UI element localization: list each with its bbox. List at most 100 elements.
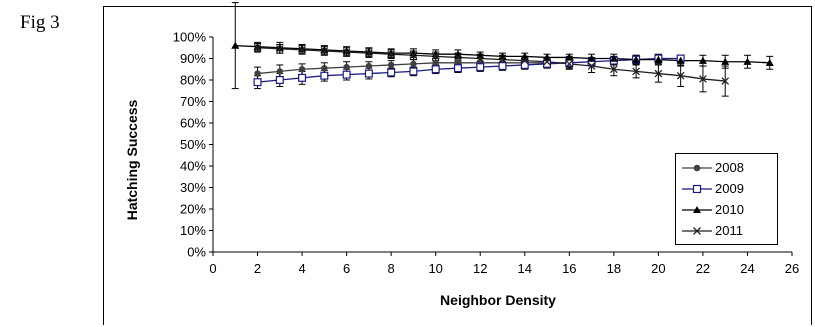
series-2011-point — [609, 65, 618, 74]
legend-label-2010: 2010 — [715, 202, 744, 217]
series-2010-point — [364, 48, 373, 56]
y-tick-label: 70% — [180, 94, 206, 109]
series-2011-point — [409, 51, 418, 60]
series-2010-point — [231, 41, 240, 49]
series-2011-point — [498, 55, 507, 64]
series-2011-point — [676, 71, 685, 80]
series-2010-point — [342, 46, 351, 55]
legend-label-2008: 2008 — [715, 160, 744, 175]
series-2009-point — [431, 65, 440, 74]
series-2011-point — [320, 47, 329, 55]
series-2011-point — [298, 46, 306, 54]
series-2010-point — [632, 55, 641, 63]
series-2010-point — [698, 56, 707, 64]
y-tick-label: 20% — [180, 202, 206, 217]
legend-item-2011: 2011 — [682, 221, 777, 241]
series-2011-point — [721, 77, 730, 85]
x-tick-label: 0 — [209, 261, 216, 276]
series-2010-point — [253, 42, 262, 50]
chart-legend: 2008 2009 2010 2011 — [675, 153, 778, 245]
series-2008-point — [365, 62, 373, 70]
series-2010-point — [275, 43, 284, 51]
series-2008-point — [432, 59, 439, 66]
series-2009-point — [253, 78, 262, 87]
y-tick-label: 100% — [173, 30, 207, 45]
series-2011-point — [431, 52, 440, 61]
series-2008-point — [321, 64, 328, 72]
series-2011-point — [543, 57, 551, 66]
y-tick-label: 90% — [180, 51, 206, 66]
legend-swatch-2008 — [682, 164, 712, 172]
series-2011-point — [476, 54, 485, 63]
x-tick-label: 22 — [696, 261, 710, 276]
legend-item-2010: 2010 — [682, 200, 777, 220]
series-2010-point — [409, 49, 418, 57]
series-2010-point — [743, 57, 752, 65]
series-2009-point — [453, 64, 462, 73]
series-2009-point — [409, 67, 418, 76]
series-2008-point — [254, 70, 261, 77]
x-axis-label: Neighbor Density — [440, 292, 556, 308]
series-2011-line — [257, 47, 726, 82]
series-2010-point — [387, 49, 396, 57]
x-tick-label: 12 — [473, 261, 487, 276]
x-tick-label: 6 — [343, 261, 350, 276]
y-tick-label: 30% — [180, 180, 206, 195]
x-tick-label: 16 — [562, 261, 576, 276]
series-2009-point — [387, 68, 396, 77]
x-tick-label: 24 — [740, 261, 754, 276]
series-2011-point — [587, 62, 596, 70]
series-2011-point — [654, 69, 663, 78]
series-2011-point — [387, 50, 396, 59]
series-2011-point — [632, 67, 640, 76]
series-2011-point — [365, 49, 373, 57]
x-tick-label: 4 — [298, 261, 305, 276]
x-tick-label: 20 — [651, 261, 665, 276]
series-2010-point — [298, 44, 307, 53]
x-tick-label: 2 — [254, 261, 261, 276]
series-2010-point — [431, 50, 440, 58]
series-2011-point — [454, 53, 462, 62]
legend-swatch-2010 — [682, 206, 712, 213]
series-2010-point — [609, 54, 618, 62]
series-2010-point — [721, 57, 730, 65]
series-2011-point — [342, 48, 351, 56]
series-2008-point — [276, 68, 284, 75]
series-2008-point — [410, 60, 417, 68]
series-2009-point — [476, 63, 485, 72]
chart-frame — [103, 6, 812, 325]
y-tick-label: 80% — [180, 73, 206, 88]
series-2010-point — [654, 55, 663, 63]
y-tick-label: 60% — [180, 116, 206, 131]
series-2009-point — [275, 75, 284, 84]
series-2011-point — [699, 75, 707, 83]
series-2009-point — [298, 73, 307, 82]
legend-item-2009: 2009 — [682, 179, 777, 199]
series-2011-point — [565, 60, 574, 68]
legend-label-2009: 2009 — [715, 181, 744, 196]
series-2010-point — [565, 53, 574, 61]
series-2011-point — [253, 43, 262, 52]
x-tick-label: 18 — [607, 261, 621, 276]
legend-swatch-2009 — [682, 184, 712, 194]
x-tick-label: 8 — [388, 261, 395, 276]
series-2010-point — [765, 58, 774, 66]
y-tick-label: 10% — [180, 223, 206, 238]
series-2011-point — [520, 56, 529, 65]
x-tick-label: 10 — [428, 261, 442, 276]
series-2009-point — [320, 71, 329, 80]
series-2008-point — [387, 61, 395, 69]
series-2010-point — [676, 56, 685, 64]
series-markers — [231, 41, 774, 87]
series-2010-point — [320, 45, 329, 54]
x-tick-label: 26 — [785, 261, 799, 276]
y-tick-label: 40% — [180, 159, 206, 174]
figure-label: Fig 3 — [20, 12, 60, 33]
series-2008-point — [343, 63, 350, 71]
y-axis-label: Hatching Success — [124, 99, 140, 220]
chart-axes: 0%10%20%30%40%50%60%70%80%90%100%0 2 4 6 8 10… — [173, 30, 799, 277]
series-2009-point — [364, 69, 373, 78]
series-2008-point — [298, 66, 306, 73]
series-2010-point — [587, 54, 596, 62]
series-2011-point — [275, 44, 284, 53]
